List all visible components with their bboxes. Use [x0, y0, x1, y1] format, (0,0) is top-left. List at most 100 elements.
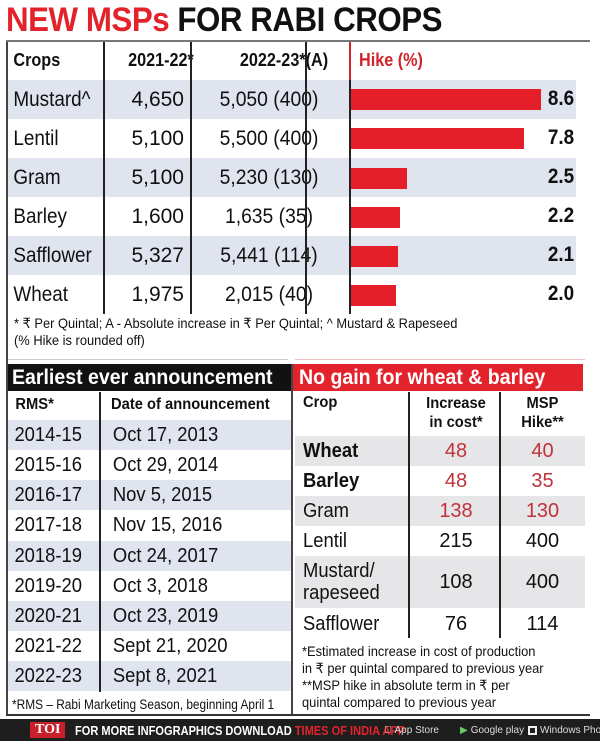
column-divider	[349, 42, 351, 80]
no-gain-title: No gain for wheat & barley	[293, 364, 583, 391]
msp-2021-22: 5,100	[131, 165, 184, 189]
title-red: NEW MSPs	[6, 1, 170, 39]
table-row: 2018-19 Oct 24, 2017	[8, 541, 291, 571]
header-hike: Hike (%)	[359, 49, 423, 70]
app-store-badge[interactable]: App Store	[384, 725, 439, 736]
hike-value: 2.0	[547, 282, 575, 305]
windows-phone-badge[interactable]: Windows Phone	[528, 725, 600, 736]
table-row: 2021-22 Sept 21, 2020	[8, 631, 291, 661]
cost-increase: 48	[444, 439, 468, 462]
header-line: MSP	[526, 395, 559, 412]
hike-bar-wheat	[351, 285, 396, 306]
table-row: 2017-18 Nov 15, 2016	[8, 510, 291, 540]
header-crop: Crop	[303, 394, 338, 411]
announcement-header: RMS* Date of announcement	[8, 392, 291, 418]
play-icon: ▶	[460, 724, 468, 736]
crop: Mustard/rapeseed	[303, 556, 380, 608]
rms: 2021-22	[14, 634, 82, 657]
footnote-line: *Estimated increase in cost of productio…	[302, 643, 536, 659]
cost-increase: 48	[444, 469, 468, 492]
crop: Wheat	[303, 440, 359, 462]
crop: Lentil	[303, 530, 347, 552]
footer-rule	[6, 714, 590, 716]
table-row: Barley 1,600 1,635 (35)	[8, 197, 576, 236]
header-2022-23: 2022-23*(A)	[239, 49, 329, 70]
rms: 2017-18	[14, 513, 82, 536]
crop-name: Mustard^	[13, 87, 91, 111]
table-row: 2014-15 Oct 17, 2013	[8, 420, 291, 450]
hike-bar-mustard	[351, 89, 541, 110]
no-gain-title-text: No gain for wheat & barley	[299, 366, 546, 389]
footer-text: FOR MORE INFOGRAPHICS DOWNLOAD TIMES OF …	[75, 723, 405, 738]
footer-cta: FOR MORE INFOGRAPHICS DOWNLOAD	[75, 722, 293, 738]
google-play-badge[interactable]: ▶ Google play	[460, 725, 524, 736]
column-divider	[499, 392, 501, 638]
date: Oct 29, 2014	[112, 453, 219, 476]
table-row: Gram 138 130	[295, 496, 585, 526]
table-row: Safflower 5,327 5,441 (114)	[8, 236, 576, 275]
footer-banner: TOI FOR MORE INFOGRAPHICS DOWNLOAD TIMES…	[0, 719, 600, 741]
hike-bar-barley	[351, 207, 400, 228]
header-line: Hike**	[521, 414, 564, 431]
date: Nov 15, 2016	[112, 513, 223, 536]
crop-line: Mustard/	[303, 560, 375, 582]
hike-value: 2.2	[547, 204, 575, 227]
date: Sept 8, 2021	[112, 664, 218, 687]
msp-hike: 400	[525, 570, 560, 593]
store-label: App Store	[387, 724, 439, 736]
cost-increase: 76	[444, 612, 468, 635]
msp-table-footnote: * ₹ Per Quintal; A - Absolute increase i…	[14, 315, 457, 349]
crop: Barley	[303, 470, 360, 492]
apple-icon: 	[384, 725, 392, 736]
store-label: Google play	[470, 724, 525, 736]
rms: 2022-23	[14, 664, 82, 687]
title-black: FOR RABI CROPS	[177, 1, 443, 39]
msp-2022-23: 5,500 (400)	[219, 126, 319, 150]
top-rule	[6, 40, 590, 42]
divider	[8, 359, 288, 360]
crop-name: Lentil	[13, 126, 59, 150]
footer-app-name: TIMES OF INDIA APP	[295, 722, 406, 738]
table-row: 2020-21 Oct 23, 2019	[8, 601, 291, 631]
cost-increase: 108	[439, 570, 473, 593]
header-2021-22: 2021-22*	[128, 49, 194, 70]
table-row: Wheat 1,975 2,015 (40)	[8, 275, 576, 314]
rms: 2015-16	[14, 453, 82, 476]
rms: 2018-19	[14, 544, 82, 567]
hike-value: 7.8	[547, 126, 575, 149]
msp-2022-23: 5,050 (400)	[219, 87, 319, 111]
header-line: Increase	[426, 395, 486, 412]
rms: 2019-20	[14, 574, 82, 597]
column-divider	[190, 42, 192, 314]
hike-value: 8.6	[547, 87, 575, 110]
msp-2021-22: 1,975	[131, 282, 184, 306]
table-row: Gram 5,100 5,230 (130)	[8, 158, 576, 197]
msp-2021-22: 5,327	[131, 243, 184, 267]
crop-line: rapeseed	[303, 582, 380, 604]
table-row: 2019-20 Oct 3, 2018	[8, 571, 291, 601]
footnote-line: in ₹ per quintal compared to previous ye…	[302, 660, 544, 676]
announcement-footnote: *RMS – Rabi Marketing Season, beginning …	[12, 697, 275, 712]
footnote-line: (% Hike is rounded off)	[14, 332, 145, 348]
crop-name: Safflower	[13, 243, 92, 267]
table-row: Safflower 76 114	[295, 609, 585, 639]
footnote-line: quintal compared to previous year	[302, 694, 497, 710]
date: Oct 24, 2017	[112, 544, 219, 567]
header-increase-cost: Increase in cost*	[414, 394, 499, 432]
windows-icon	[528, 725, 537, 735]
cost-increase: 215	[439, 529, 473, 552]
date: Oct 17, 2013	[112, 423, 219, 446]
rms: 2020-21	[14, 604, 82, 627]
date: Oct 3, 2018	[112, 574, 209, 597]
hike-value: 2.1	[547, 243, 575, 266]
date: Nov 5, 2015	[112, 483, 213, 506]
msp-2022-23: 5,230 (130)	[219, 165, 319, 189]
hike-bar-safflower	[351, 246, 398, 267]
msp-2021-22: 5,100	[131, 126, 184, 150]
crop-name: Gram	[13, 165, 61, 189]
table-row: Lentil 5,100 5,500 (400)	[8, 119, 576, 158]
no-gain-header: Crop Increase in cost* MSP Hike**	[295, 392, 585, 436]
header-line: in cost*	[429, 414, 483, 431]
hike-bar-gram	[351, 168, 407, 189]
msp-hike: 35	[531, 469, 554, 492]
